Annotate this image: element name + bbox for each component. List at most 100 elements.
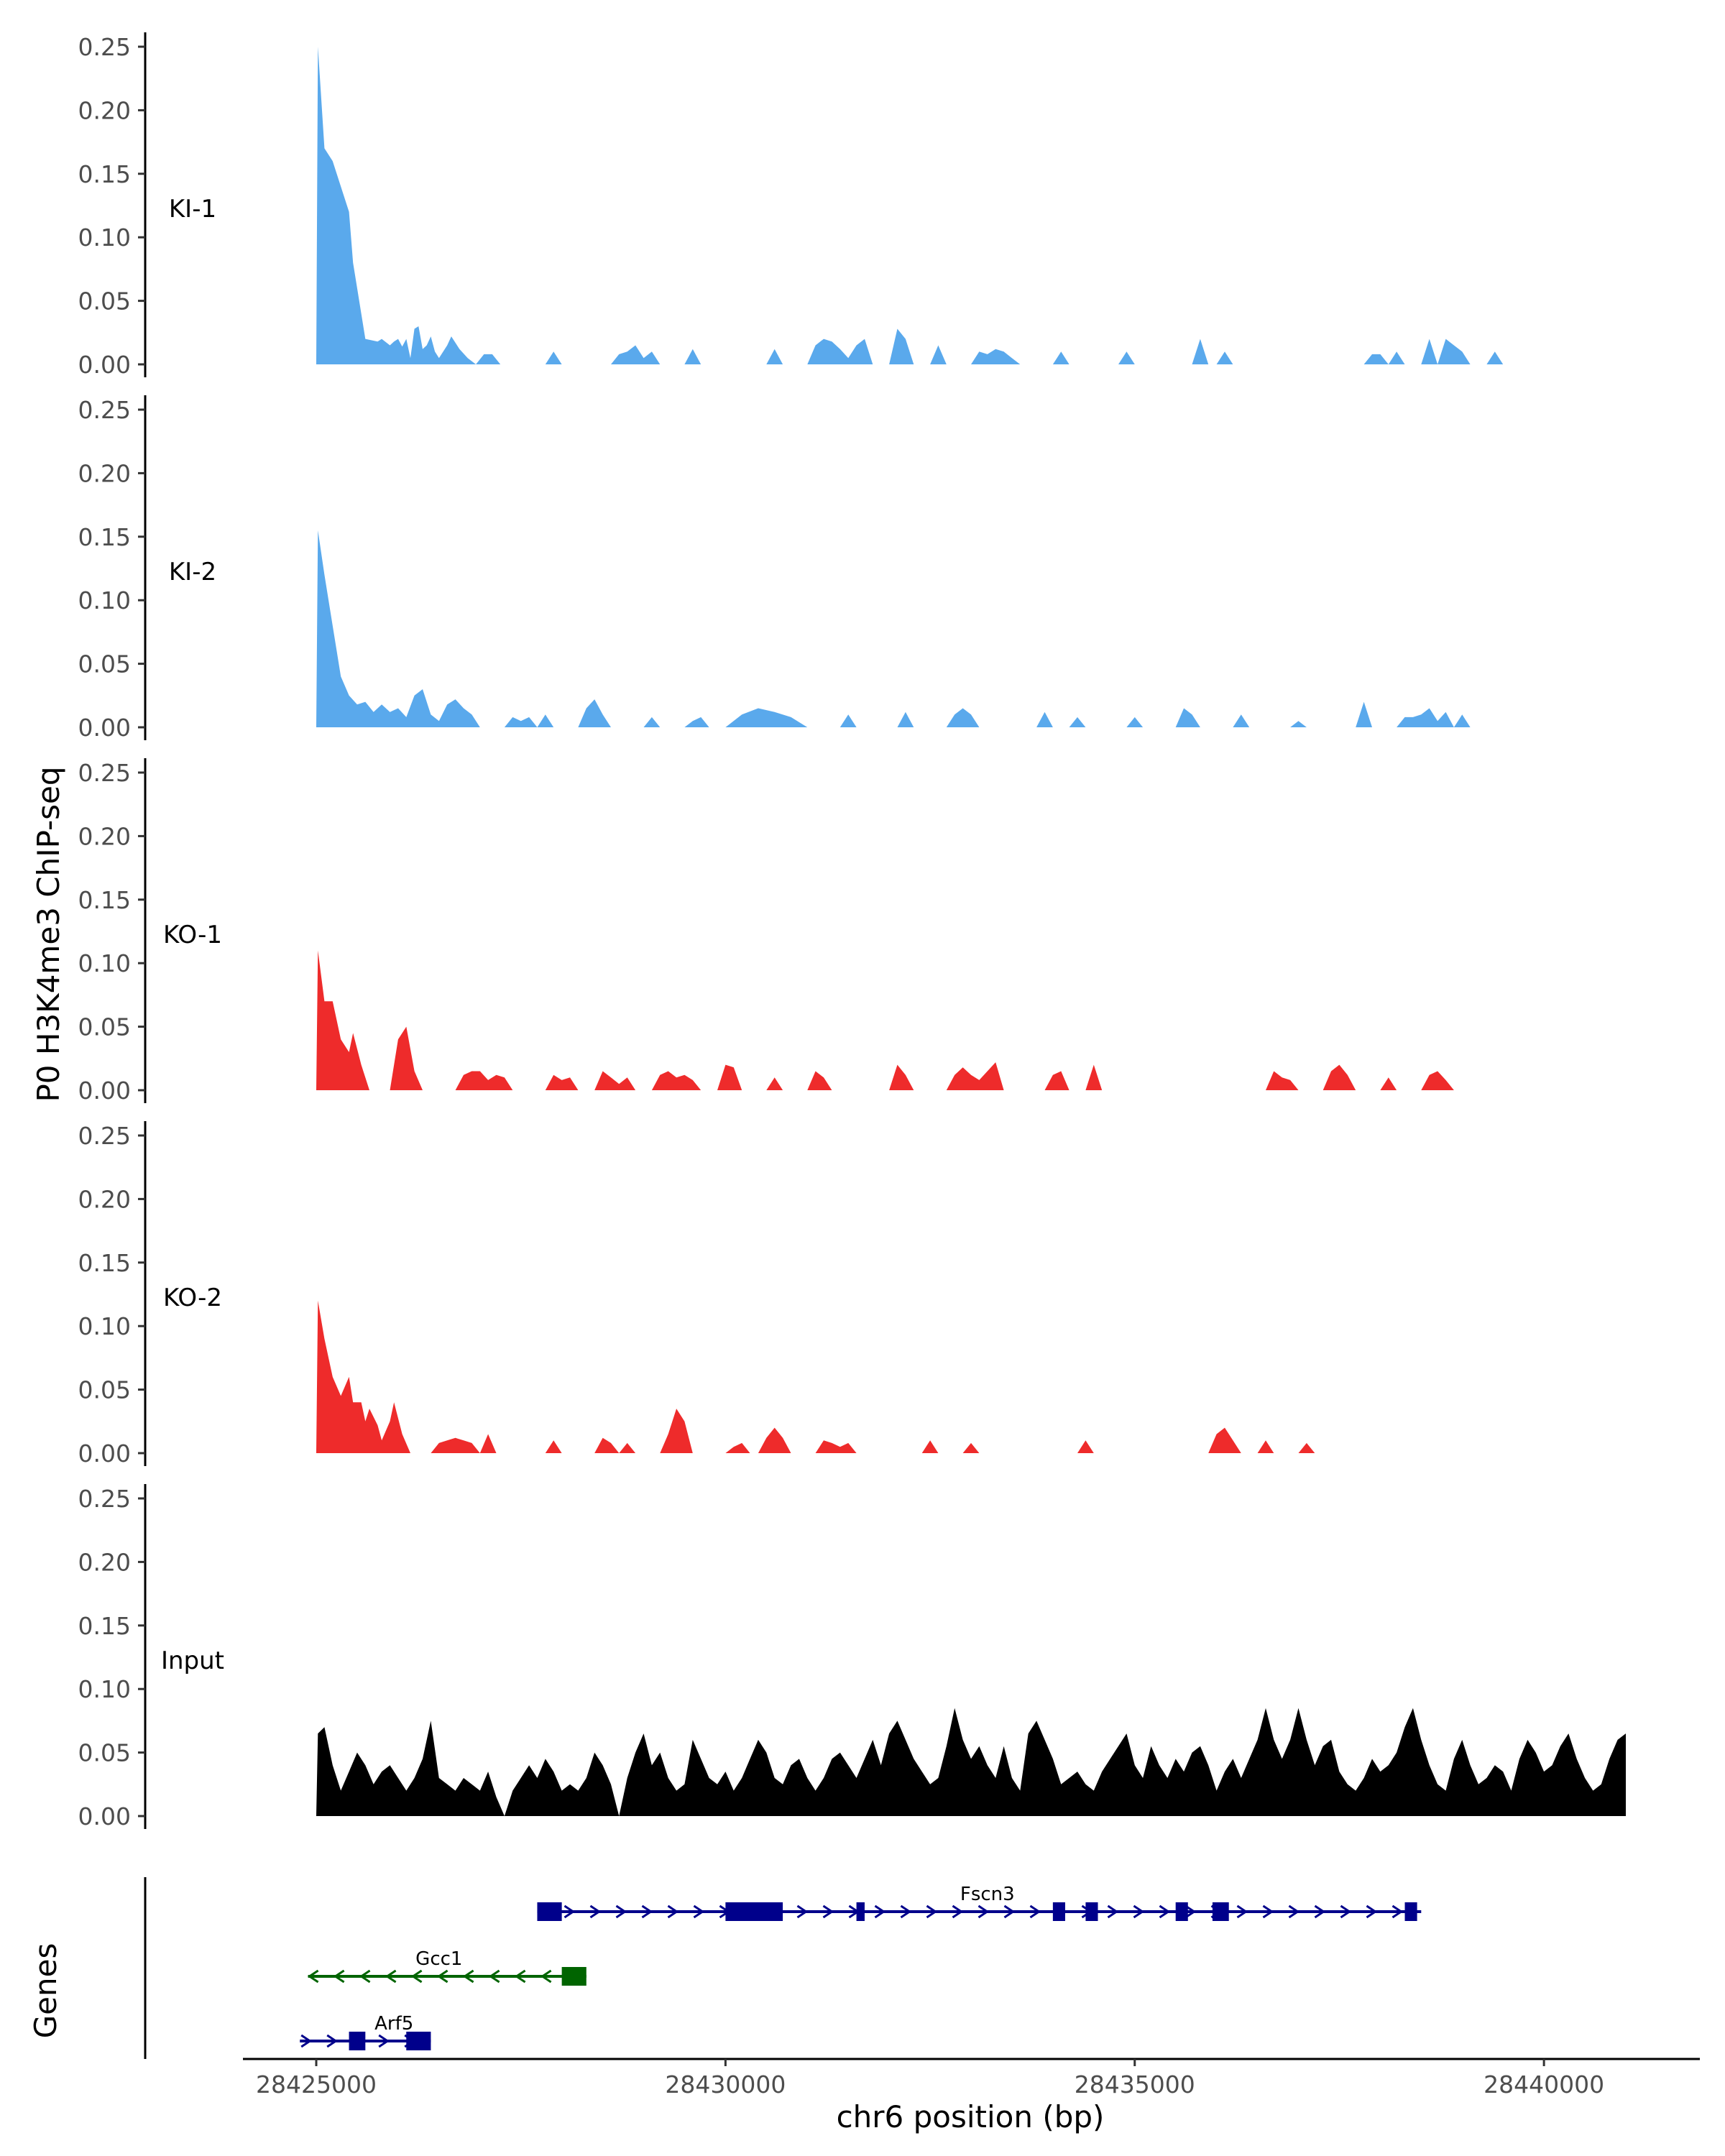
strand-arrow xyxy=(693,1904,705,1919)
strand-arrow xyxy=(978,1904,990,1919)
y-tick-label: 0.25 xyxy=(78,33,131,61)
gene-label: Fscn3 xyxy=(960,1884,1015,1905)
strand-arrow xyxy=(326,2034,338,2048)
strand-arrow xyxy=(410,1969,423,1984)
strand-arrow xyxy=(1159,1904,1171,1919)
y-tick-label: 0.15 xyxy=(78,1612,131,1640)
y-tick-label: 0.20 xyxy=(78,1185,131,1213)
x-axis: 28425000 28430000 28435000 28440000 xyxy=(243,2058,1700,2099)
strand-arrow xyxy=(462,1969,474,1984)
y-tick-label: 0.05 xyxy=(78,650,131,678)
y-tick-label: 0.05 xyxy=(78,1739,131,1767)
y-tick-label: 0.25 xyxy=(78,396,131,424)
y-tick-label: 0.25 xyxy=(78,1485,131,1513)
gene-exon xyxy=(1175,1902,1188,1921)
strand-arrow xyxy=(359,1969,371,1984)
coverage-area xyxy=(316,950,1454,1090)
y-tick-label: 0.20 xyxy=(78,459,131,487)
gene-exon xyxy=(1212,1902,1229,1921)
track-panel-ki-1: 0.00 0.05 0.10 0.15 0.20 0.25 KI-1 xyxy=(78,32,1626,379)
gene-exon xyxy=(1085,1902,1098,1921)
gene-label: Arf5 xyxy=(374,2013,413,2035)
track-panel-ki-2: 0.00 0.05 0.10 0.15 0.20 0.25 KI-2 xyxy=(78,395,1471,742)
gene-track-title: Genes xyxy=(28,1943,63,2039)
strand-arrow xyxy=(900,1904,912,1919)
strand-arrow xyxy=(378,2034,390,2048)
strand-arrow xyxy=(300,2034,312,2048)
gene-fscn3: Fscn3 xyxy=(537,1884,1422,1921)
y-tick-label: 0.20 xyxy=(78,96,131,124)
strand-arrow xyxy=(1003,1904,1016,1919)
strand-arrow xyxy=(1392,1904,1404,1919)
x-axis-title: chr6 position (bp) xyxy=(837,2099,1105,2134)
y-tick-label: 0.00 xyxy=(78,351,131,379)
y-tick-label: 0.00 xyxy=(78,1077,131,1105)
y-tick-label: 0.10 xyxy=(78,224,131,252)
strand-arrow xyxy=(796,1904,809,1919)
strand-arrow xyxy=(436,1969,448,1984)
track-panel-input: 0.00 0.05 0.10 0.15 0.20 0.25 Input xyxy=(78,1484,1626,1830)
y-tick-label: 0.10 xyxy=(78,1675,131,1703)
strand-arrow xyxy=(1236,1904,1248,1919)
y-tick-label: 0.10 xyxy=(78,586,131,614)
y-tick-label: 0.15 xyxy=(78,523,131,551)
strand-arrow xyxy=(926,1904,938,1919)
strand-arrow xyxy=(1107,1904,1119,1919)
chip-seq-tracks: 0.00 0.05 0.10 0.15 0.20 0.25 KI-1 0.00 0.05 0.10… xyxy=(78,32,1626,1830)
strand-arrow xyxy=(1314,1904,1326,1919)
strand-arrow xyxy=(1366,1904,1378,1919)
strand-arrow xyxy=(589,1904,602,1919)
x-tick-label: 28425000 xyxy=(256,2070,377,2099)
track-label: KI-1 xyxy=(169,195,216,224)
y-tick-label: 0.05 xyxy=(78,287,131,315)
y-tick-label: 0.25 xyxy=(78,1122,131,1150)
x-tick-label: 28435000 xyxy=(1075,2070,1195,2099)
track-label: KO-1 xyxy=(163,921,222,949)
strand-arrow xyxy=(307,1969,319,1984)
track-label: KO-2 xyxy=(163,1284,222,1312)
track-label: Input xyxy=(161,1646,224,1675)
track-panel-ko-2: 0.00 0.05 0.10 0.15 0.20 0.25 KO-2 xyxy=(78,1121,1315,1468)
y-tick-label: 0.10 xyxy=(78,949,131,977)
strand-arrow xyxy=(822,1904,834,1919)
y-axis-title: P0 H3K4me3 ChIP-seq xyxy=(31,766,66,1102)
gene-exon xyxy=(856,1902,865,1921)
coverage-area xyxy=(316,1708,1626,1816)
y-tick-label: 0.20 xyxy=(78,822,131,850)
strand-arrow xyxy=(615,1904,627,1919)
strand-arrow xyxy=(514,1969,526,1984)
y-tick-label: 0.00 xyxy=(78,714,131,742)
gene-arf5: Arf5 xyxy=(300,2013,431,2050)
y-tick-label: 0.15 xyxy=(78,1249,131,1277)
gene-exon xyxy=(406,2032,431,2050)
strand-arrow xyxy=(641,1904,653,1919)
x-tick-label: 28440000 xyxy=(1484,2070,1604,2099)
gene-exon xyxy=(725,1902,783,1921)
strand-arrow xyxy=(488,1969,500,1984)
strand-arrow xyxy=(1340,1904,1352,1919)
y-tick-label: 0.15 xyxy=(78,160,131,188)
gene-exon xyxy=(537,1902,562,1921)
strand-arrow xyxy=(1029,1904,1041,1919)
strand-arrow xyxy=(333,1969,345,1984)
strand-arrow xyxy=(667,1904,679,1919)
strand-arrow xyxy=(385,1969,397,1984)
gene-exon xyxy=(1404,1902,1417,1921)
gene-gcc1: Gcc1 xyxy=(307,1948,586,1986)
strand-arrow xyxy=(1133,1904,1145,1919)
strand-arrow xyxy=(1262,1904,1274,1919)
strand-arrow xyxy=(1288,1904,1300,1919)
strand-arrow xyxy=(874,1904,886,1919)
y-tick-label: 0.25 xyxy=(78,759,131,787)
gene-exon xyxy=(1052,1902,1065,1921)
gene-track: Fscn3 Gcc1 Arf5 xyxy=(144,1877,1422,2059)
strand-arrow xyxy=(540,1969,552,1984)
y-tick-label: 0.10 xyxy=(78,1312,131,1340)
x-tick-label: 28430000 xyxy=(665,2070,786,2099)
y-tick-label: 0.15 xyxy=(78,886,131,914)
y-tick-label: 0.20 xyxy=(78,1548,131,1576)
gene-exon xyxy=(349,2032,366,2050)
y-tick-label: 0.00 xyxy=(78,1439,131,1468)
track-label: KI-2 xyxy=(169,558,216,586)
